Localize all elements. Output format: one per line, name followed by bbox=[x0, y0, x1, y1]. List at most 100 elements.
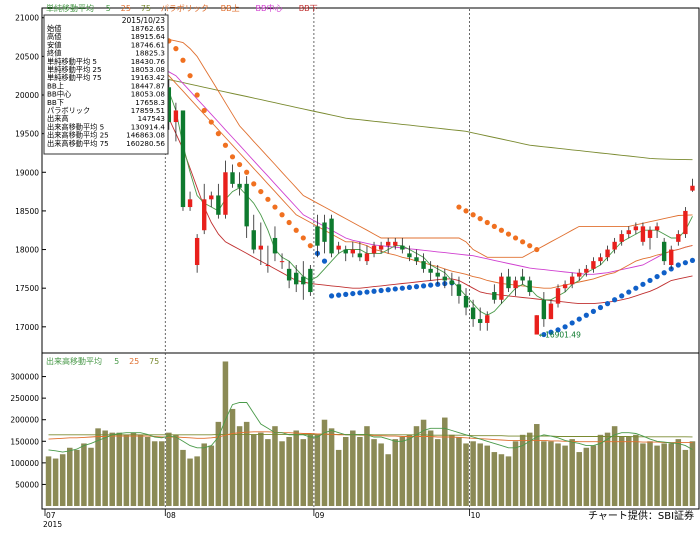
sar-dot bbox=[187, 73, 193, 79]
sar-dot bbox=[350, 290, 356, 297]
sar-dot bbox=[258, 188, 264, 195]
sar-dot bbox=[229, 154, 236, 160]
candle-body bbox=[400, 245, 405, 250]
sar-dot bbox=[583, 312, 589, 318]
volume-bar bbox=[611, 426, 618, 506]
candle-body bbox=[301, 276, 306, 285]
volume-bar bbox=[45, 456, 52, 506]
sar-dot bbox=[300, 235, 306, 241]
volume-bar bbox=[654, 445, 660, 506]
candle-body bbox=[251, 230, 256, 250]
sar-dot bbox=[597, 304, 604, 311]
volume-bar bbox=[250, 434, 257, 506]
candle-body bbox=[187, 199, 193, 208]
sar-dot bbox=[463, 208, 469, 214]
volume-bar bbox=[81, 443, 87, 506]
info-row-label: BB下 bbox=[47, 98, 64, 107]
price-tick-label: 17500 bbox=[15, 284, 39, 293]
volume-bar bbox=[555, 443, 561, 506]
legend-entry: 出来高移動平均 bbox=[46, 356, 102, 366]
volume-bar bbox=[116, 432, 123, 506]
sar-dot bbox=[505, 231, 512, 237]
volume-bar bbox=[668, 443, 674, 506]
candle-body bbox=[357, 253, 363, 258]
candle-body bbox=[244, 183, 249, 227]
sar-dot bbox=[527, 243, 533, 249]
sar-dot bbox=[612, 297, 618, 303]
legend-entry: 単純移動平均 bbox=[46, 3, 94, 13]
candle-body bbox=[485, 315, 490, 323]
candle-body bbox=[626, 230, 631, 235]
volume-y-axis: 300000 250000 200000 150000 100000 50000 bbox=[10, 373, 46, 489]
volume-bar bbox=[378, 443, 384, 506]
candle-body bbox=[612, 241, 617, 250]
info-row-value: 130914.4 bbox=[131, 122, 166, 131]
candle-body bbox=[676, 234, 681, 242]
volume-bar bbox=[590, 445, 597, 506]
price-legend: 単純移動平均 5 25 75 パラボリック BB上 BB中心 BB下 bbox=[46, 3, 318, 13]
price-tick-label: 18500 bbox=[15, 207, 39, 216]
volume-bar bbox=[463, 443, 469, 506]
volume-bar bbox=[541, 441, 547, 506]
info-row-value: 18430.76 bbox=[131, 57, 166, 66]
volume-bar bbox=[583, 447, 590, 506]
candle-body bbox=[279, 261, 285, 263]
info-row-value: 17859.51 bbox=[131, 106, 165, 115]
sar-dot bbox=[675, 262, 681, 268]
volume-bar bbox=[647, 441, 653, 506]
volume-bar bbox=[293, 430, 299, 506]
sar-dot bbox=[428, 282, 434, 288]
info-row-value: 18053.08 bbox=[131, 90, 166, 99]
volume-tick-label: 200000 bbox=[10, 416, 39, 425]
sar-dot bbox=[689, 257, 696, 264]
volume-tick-label: 100000 bbox=[10, 459, 39, 468]
price-tick-label: 17000 bbox=[15, 323, 39, 332]
sar-dot bbox=[279, 212, 285, 218]
sar-dot bbox=[555, 327, 561, 333]
volume-bar bbox=[137, 434, 144, 506]
candle-body bbox=[598, 257, 603, 262]
month-label: 09 bbox=[315, 511, 325, 520]
volume-bar bbox=[604, 432, 611, 506]
candle-body bbox=[209, 195, 214, 200]
volume-bar bbox=[314, 434, 321, 506]
volume-bar bbox=[67, 447, 73, 506]
info-row-label: 出来高移動平均 25 bbox=[47, 131, 109, 140]
sar-dot bbox=[328, 293, 335, 299]
candle-body bbox=[605, 249, 610, 258]
volume-bar bbox=[442, 417, 448, 506]
sar-dot bbox=[420, 283, 427, 289]
candle-body bbox=[477, 319, 483, 323]
sar-dot bbox=[244, 169, 250, 175]
volume-tick-label: 50000 bbox=[15, 480, 39, 489]
volume-bar bbox=[406, 434, 413, 506]
sar-dot bbox=[640, 281, 646, 287]
volume-bar bbox=[505, 456, 512, 506]
price-tick-label: 18000 bbox=[15, 246, 39, 255]
volume-bar bbox=[399, 436, 406, 506]
volume-bar bbox=[180, 449, 186, 506]
volume-average-lines bbox=[48, 402, 693, 453]
price-tick-label: 20500 bbox=[15, 52, 39, 61]
info-date: 2015/10/23 bbox=[122, 16, 165, 25]
candle-body bbox=[385, 241, 391, 246]
legend-entry: 75 bbox=[141, 4, 151, 13]
volume-bar bbox=[498, 454, 505, 506]
candle-body bbox=[534, 315, 539, 335]
legend-entry: 5 bbox=[114, 357, 119, 366]
candle-body bbox=[258, 245, 264, 250]
legend-entry: 25 bbox=[121, 4, 131, 13]
sar-dot bbox=[180, 57, 186, 63]
info-row-value: 147543 bbox=[138, 114, 165, 123]
volume-bar bbox=[279, 441, 285, 506]
candle-body bbox=[223, 172, 228, 215]
sar-dot bbox=[371, 288, 377, 294]
volume-bar bbox=[456, 436, 462, 506]
info-row-value: 18762.65 bbox=[131, 24, 165, 33]
volume-bar bbox=[420, 419, 427, 506]
candle-body bbox=[548, 303, 554, 320]
sar-dot bbox=[321, 258, 328, 264]
volume-tick-label: 250000 bbox=[10, 394, 39, 403]
candle-body bbox=[329, 218, 334, 254]
sar-dot bbox=[491, 223, 497, 229]
